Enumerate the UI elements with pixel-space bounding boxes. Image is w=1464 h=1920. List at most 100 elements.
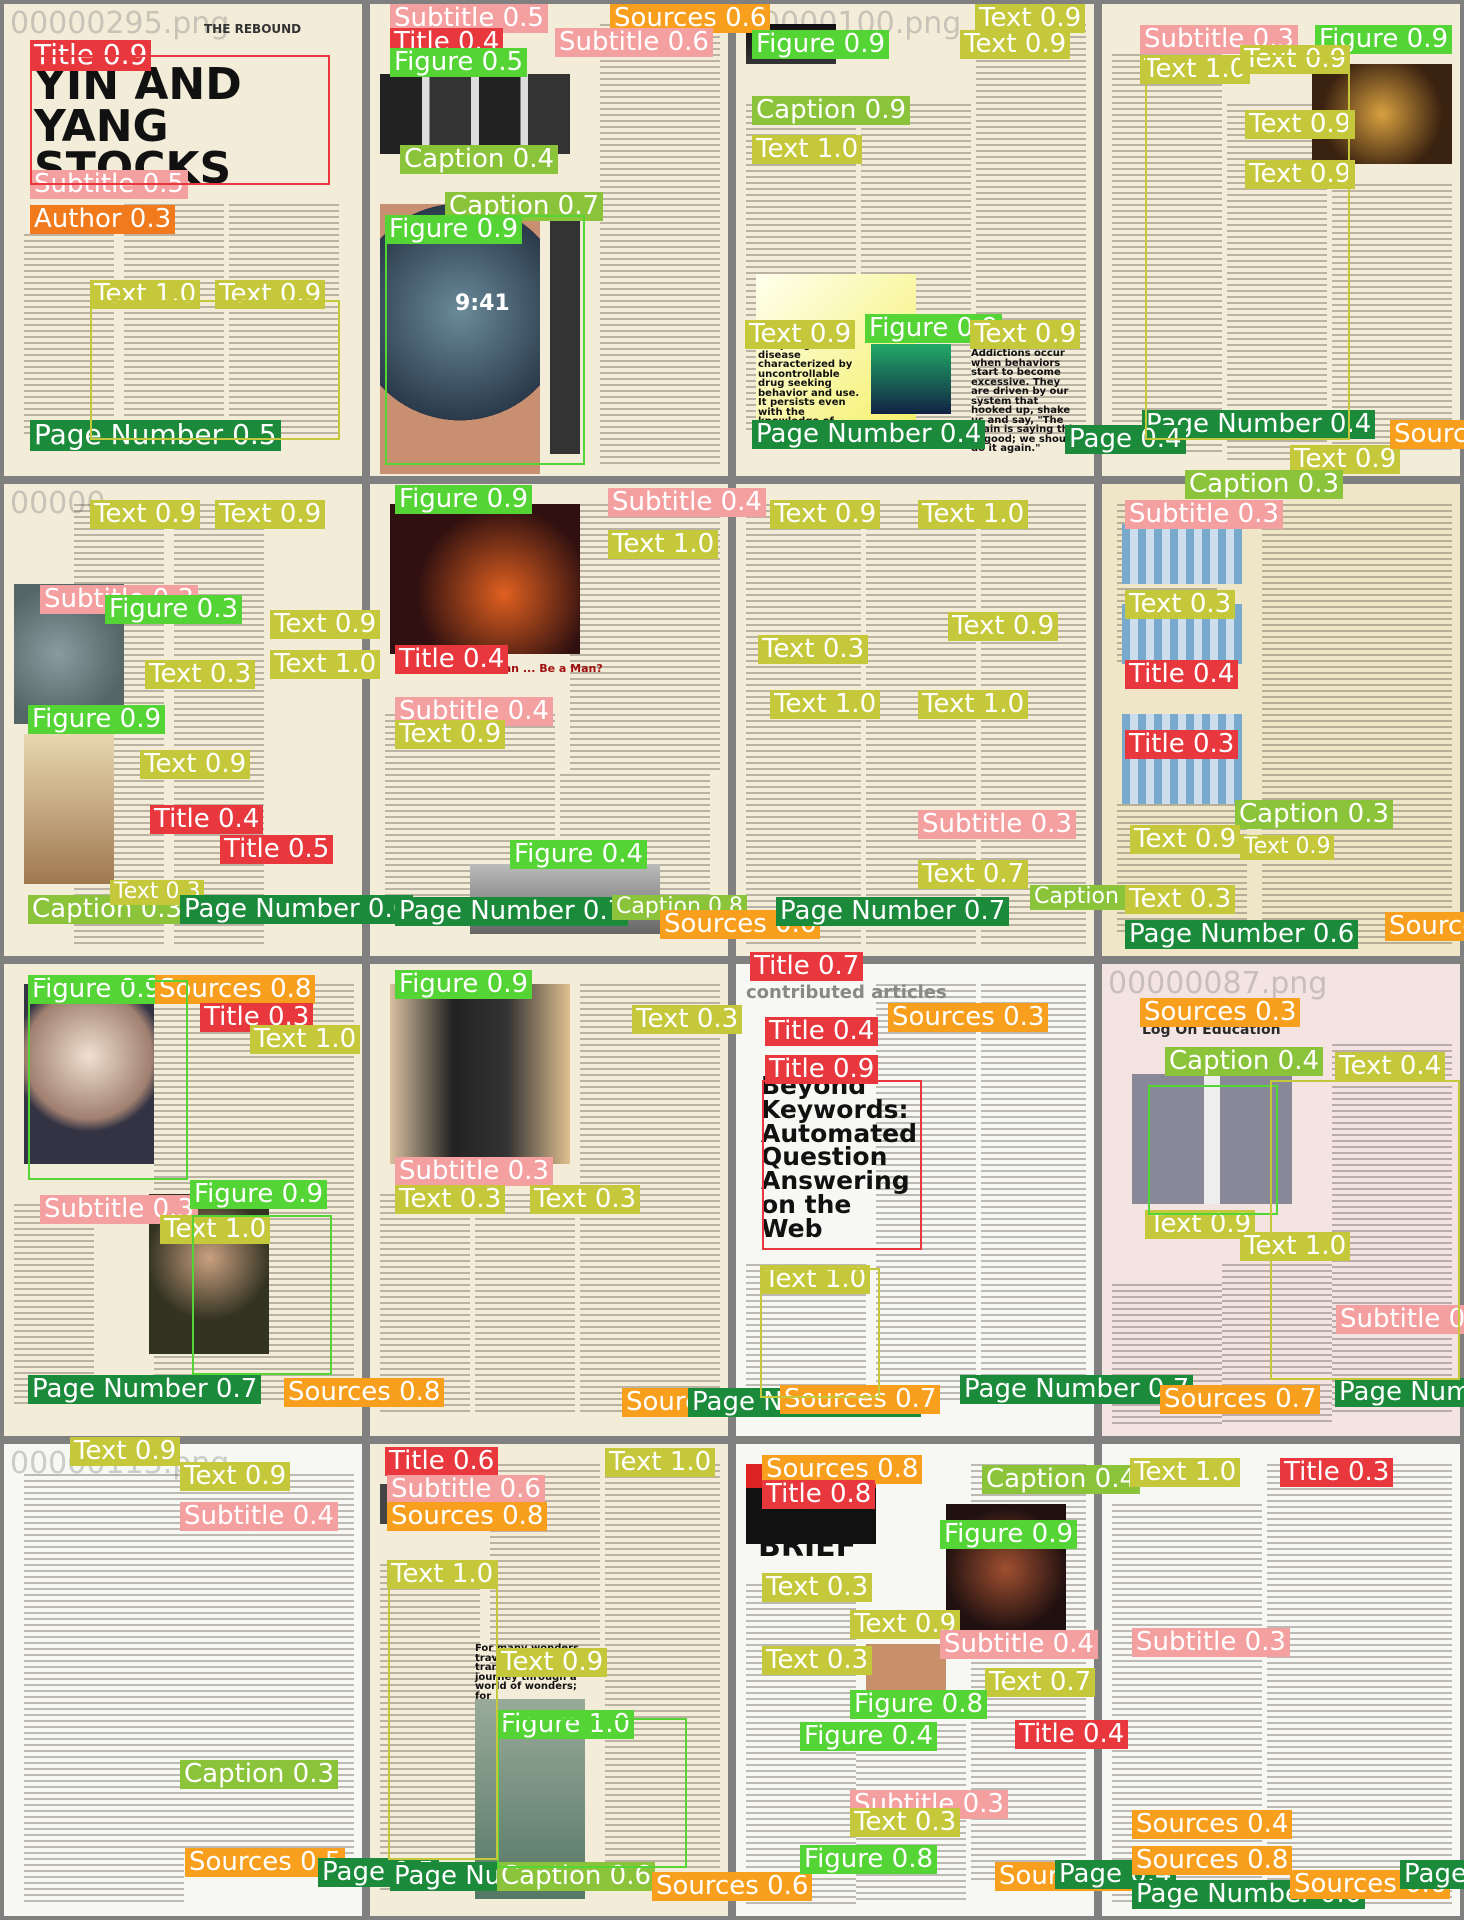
detection-label: Text 1.0	[918, 690, 1029, 719]
text-column	[124, 204, 224, 434]
figure-image	[380, 204, 540, 474]
detection-label: Title 0.7	[750, 952, 864, 981]
detection-label: Title 0.4	[395, 645, 509, 674]
detection-label: Caption 0.3	[180, 1760, 339, 1789]
detection-label: Text 0.9	[270, 610, 381, 639]
figure-image	[1122, 524, 1242, 584]
detection-label: Text 0.3	[1125, 885, 1236, 914]
text-column	[380, 1194, 470, 1414]
detection-label: Text 1.0	[270, 650, 381, 679]
detection-label: Caption 0.4	[982, 1465, 1141, 1494]
beyond-title: Beyond Keywords: Automated Question Answ…	[761, 1071, 917, 1243]
text-column	[876, 984, 976, 1404]
text-column	[24, 1474, 184, 1904]
figure-image	[1122, 714, 1242, 804]
detection-label: Figure 0.9	[385, 215, 522, 244]
detection-label: Title 0.9	[765, 1055, 879, 1084]
detection-label: Page Number 0.7	[1335, 1378, 1464, 1407]
detection-label: Caption 0.4	[400, 145, 559, 174]
detection-label: Sources 0.8	[387, 1502, 548, 1531]
text-column	[1112, 1504, 1262, 1904]
detection-label: Text 0.9	[180, 1462, 291, 1491]
detection-label: Sources 0.5	[1385, 912, 1464, 941]
detection-label: Subtitle 0.4	[940, 1630, 1098, 1659]
detection-label: Text 0.9	[140, 750, 251, 779]
detection-label: Title 0.4	[150, 805, 264, 834]
detection-label: Text 1.0	[608, 530, 719, 559]
detection-label: Text 1.0	[1140, 55, 1251, 84]
detection-label: Text 1.0	[760, 1265, 871, 1294]
page-tile: 9:41	[370, 4, 728, 476]
detection-label: Title 0.9	[30, 40, 152, 71]
text-column	[184, 1474, 354, 1854]
detection-label: Sources 0.7	[780, 1385, 941, 1414]
figure-image	[390, 984, 570, 1164]
detection-label: Text 0.9	[770, 500, 881, 529]
detection-label: Sources 0.8	[1132, 1846, 1293, 1875]
detection-label: Text 1.0	[1130, 1458, 1241, 1487]
detection-label: Page Number 0.4	[752, 420, 986, 449]
detection-label: Text 0.7	[985, 1668, 1096, 1697]
page-tile: 00000100.pngAddiction is a chronic and r…	[736, 4, 1094, 476]
detection-label: Text 0.4	[1335, 1052, 1446, 1081]
detection-label: Text 0.9	[970, 320, 1081, 349]
rebound-header: THE REBOUND	[204, 22, 302, 36]
detection-label: Subtitle 0.6	[555, 28, 713, 57]
figure-image	[550, 214, 580, 454]
page-tile	[1102, 484, 1460, 956]
detection-label: Text 0.9	[1290, 445, 1401, 474]
detection-label: Text 0.9	[215, 500, 326, 529]
detection-label: Figure 0.8	[800, 1845, 937, 1874]
text-column	[600, 24, 720, 464]
detection-label: Title 0.3	[1125, 730, 1239, 759]
detection-label: Figure 0.9	[940, 1520, 1077, 1549]
detection-label: Page Number 0.7	[960, 1375, 1194, 1404]
detection-label: Page Number 0.5	[30, 420, 281, 451]
detection-label: Figure 0.9	[752, 30, 889, 59]
detection-label: Caption 0.3	[1235, 800, 1394, 829]
detection-label: Subtitle 0.3	[1125, 500, 1283, 529]
detection-label: Subtitle 0.5	[1336, 1305, 1464, 1334]
detection-label: Text 0.3	[395, 1185, 506, 1214]
detection-label: Sources 0.8	[155, 975, 316, 1004]
text-column	[1262, 504, 1452, 944]
text-column	[24, 234, 114, 434]
figure-image	[1132, 1074, 1292, 1204]
detection-label: Subtitle 0.4	[180, 1502, 338, 1531]
detection-label: Text 0.9	[1245, 110, 1356, 139]
detection-label: Figure 0.9	[28, 705, 165, 734]
detection-label: Title 0.8	[762, 1480, 876, 1509]
detection-label: Page Number 0.7	[395, 897, 629, 926]
detection-label: Figure 0.9	[395, 970, 532, 999]
detection-label: Text 1.0	[1240, 1232, 1351, 1261]
detection-label: Figure 0.9	[28, 975, 165, 1004]
detection-label: Caption 0.4	[1165, 1047, 1324, 1076]
phone-clock: 9:41	[455, 291, 510, 316]
detection-label: Subtitle 0.3	[1132, 1628, 1290, 1657]
detection-label: Sources 0.7	[1160, 1385, 1321, 1414]
detection-label: Text 0.9	[215, 280, 326, 309]
detection-label: Figure 1.0	[497, 1710, 634, 1739]
detection-label: Caption 0.3	[1185, 470, 1344, 499]
tile-filename: 00000087.png	[1108, 966, 1328, 1001]
text-column	[1332, 1044, 1452, 1414]
detection-label: Text 0.9	[1240, 835, 1335, 860]
detection-label: Page 0.6	[1400, 1860, 1464, 1889]
detection-label: Text 1.0	[250, 1025, 361, 1054]
text-column	[174, 504, 264, 944]
detection-label: Sources 0.8	[762, 1455, 923, 1484]
text-column	[1267, 1464, 1452, 1904]
figure-image	[380, 74, 570, 154]
detection-label: Subtitle 0.3	[918, 810, 1076, 839]
detection-label: Text 1.0	[605, 1448, 716, 1477]
detection-label: Figure 0.9	[190, 1180, 327, 1209]
detection-label: Page 0.4	[1055, 1860, 1176, 1889]
detection-label: Text 0.9	[850, 1610, 961, 1639]
detection-label: Sources 0.3	[888, 1003, 1049, 1032]
detection-label: Text 0.9	[497, 1648, 608, 1677]
detection-label: Text 0.9	[395, 720, 506, 749]
detection-label: Text 0.3	[530, 1185, 641, 1214]
detection-label: Text 0.3	[758, 635, 869, 664]
brief-heading: THE BRIEF	[758, 1500, 857, 1564]
